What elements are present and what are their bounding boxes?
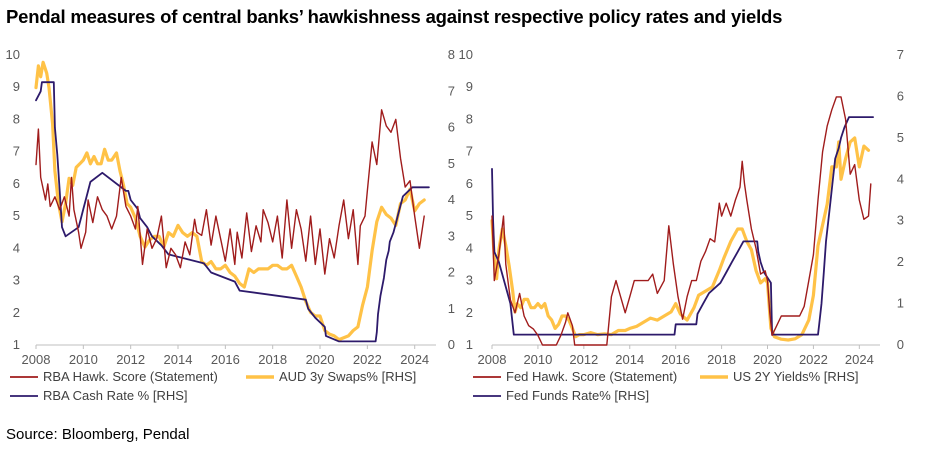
fed-y-left-tick-label: 10	[459, 47, 473, 62]
fed-x-tick-label: 2018	[707, 352, 736, 367]
fed-x-tick-label: 2020	[753, 352, 782, 367]
fed-x-tick-label: 2016	[661, 352, 690, 367]
fed-y-left-tick-label: 6	[466, 176, 473, 191]
rba-x-tick-label: 2014	[164, 352, 193, 367]
fed-y-left-tick-label: 1	[466, 337, 473, 352]
rba-x-tick-label: 2024	[400, 352, 429, 367]
rba-y-right-tick-label: 4	[448, 192, 455, 207]
fed-x-tick-label: 2024	[845, 352, 874, 367]
rba-y-right-tick-label: 0	[448, 337, 455, 352]
fed-y-right-tick-label: 5	[897, 130, 904, 145]
fed-y-left-tick-label: 9	[466, 79, 473, 94]
source-note: Source: Bloomberg, Pendal	[6, 426, 190, 443]
rba-y-right-tick-label: 2	[448, 265, 455, 280]
rba-series-red-line	[35, 109, 425, 275]
rba-y-left-tick-label: 3	[13, 273, 20, 288]
fed-y-left-tick-label: 7	[466, 144, 473, 159]
rba-y-left-tick-label: 10	[6, 47, 20, 62]
rba-y-right-tick-label: 3	[448, 228, 455, 243]
rba-x-tick-label: 2008	[22, 352, 51, 367]
rba-y-left-tick-label: 2	[13, 305, 20, 320]
rba-x-tick-label: 2018	[258, 352, 287, 367]
fed-y-right-tick-label: 0	[897, 337, 904, 352]
fed-y-right-tick-label: 3	[897, 213, 904, 228]
rba-y-left-tick-label: 5	[13, 208, 20, 223]
fed-y-right-tick-label: 4	[897, 171, 904, 186]
fed-y-right-tick-label: 6	[897, 88, 904, 103]
fed-y-right-tick-label: 1	[897, 296, 904, 311]
fed-x-tick-label: 2022	[799, 352, 828, 367]
rba-x-tick-label: 2022	[353, 352, 382, 367]
rba-y-right-tick-label: 8	[448, 47, 455, 62]
rba-y-left-tick-label: 1	[13, 337, 20, 352]
rba-x-tick-label: 2016	[211, 352, 240, 367]
fed-y-left-tick-label: 4	[466, 240, 473, 255]
rba-x-tick-label: 2010	[69, 352, 98, 367]
fed-series-red-line	[491, 96, 872, 346]
rba-y-left-tick-label: 6	[13, 176, 20, 191]
rba-series-orange-line	[34, 60, 426, 342]
fed-series-navy-line	[491, 116, 874, 336]
fed-legend-label: US 2Y Yields% [RHS]	[733, 369, 858, 384]
fed-x-tick-label: 2008	[478, 352, 507, 367]
rba-legend-label: AUD 3y Swaps% [RHS]	[279, 369, 416, 384]
fed-series-orange-line	[490, 136, 871, 342]
rba-y-right-tick-label: 1	[448, 301, 455, 316]
rba-legend-label: RBA Hawk. Score (Statement)	[43, 369, 218, 384]
rba-legend-label: RBA Cash Rate % [RHS]	[43, 388, 188, 403]
fed-y-left-tick-label: 8	[466, 111, 473, 126]
fed-y-left-tick-label: 2	[466, 305, 473, 320]
rba-y-right-tick-label: 5	[448, 156, 455, 171]
fed-y-right-tick-label: 7	[897, 47, 904, 62]
rba-y-left-tick-label: 9	[13, 79, 20, 94]
fed-x-tick-label: 2010	[523, 352, 552, 367]
fed-y-left-tick-label: 3	[466, 273, 473, 288]
fed-legend-label: Fed Funds Rate% [RHS]	[506, 388, 649, 403]
page-title: Pendal measures of central banks’ hawkis…	[6, 6, 783, 27]
rba-y-right-tick-label: 6	[448, 120, 455, 135]
rba-y-left-tick-label: 7	[13, 144, 20, 159]
fed-x-tick-label: 2014	[615, 352, 644, 367]
rba-y-right-tick-label: 7	[448, 83, 455, 98]
rba-y-left-tick-label: 4	[13, 240, 20, 255]
rba-series-navy-line	[35, 81, 430, 343]
rba-y-left-tick-label: 8	[13, 111, 20, 126]
fed-y-left-tick-label: 5	[466, 208, 473, 223]
fed-y-right-tick-label: 2	[897, 254, 904, 269]
fed-legend-label: Fed Hawk. Score (Statement)	[506, 369, 677, 384]
fed-x-tick-label: 2012	[569, 352, 598, 367]
rba-x-tick-label: 2020	[306, 352, 335, 367]
rba-x-tick-label: 2012	[116, 352, 145, 367]
